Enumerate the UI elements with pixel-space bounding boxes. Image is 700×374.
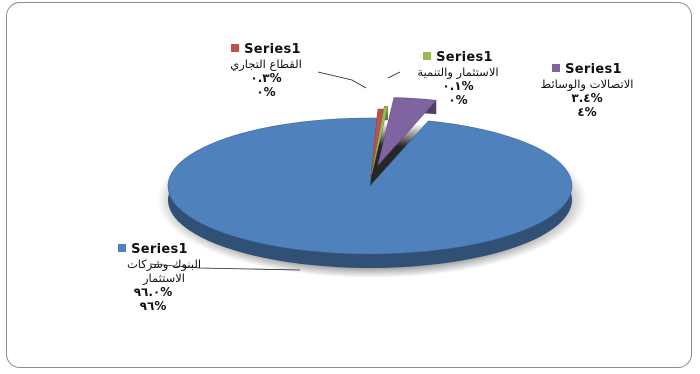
leader-line-1 <box>317 71 367 89</box>
category-2: الاستثمار والتنمية <box>417 65 499 79</box>
category-3: الاتصالات والوسائط <box>540 77 634 91</box>
category-1: القطاع التجاري <box>230 57 302 71</box>
category-0: البنوك وشركات الاستثمار <box>126 257 202 285</box>
legend-swatch-0 <box>118 244 127 252</box>
series-name-2: Series1 <box>436 50 493 65</box>
percent-3: ٤% <box>577 105 597 119</box>
legend-swatch-1 <box>231 44 240 52</box>
leader-line-0 <box>149 263 301 271</box>
legend-swatch-3 <box>552 64 561 72</box>
leader-line-2 <box>387 71 401 79</box>
pie-slice-3 <box>377 97 437 166</box>
series-name-0: Series1 <box>131 242 188 257</box>
percent-1: ٠% <box>256 85 276 99</box>
pie-slice-0 <box>167 117 573 255</box>
series-name-3: Series1 <box>565 62 622 77</box>
legend-swatch-2 <box>423 52 432 60</box>
series-name-1: Series1 <box>244 42 301 57</box>
label-slice-2: Series1 الاستثمار والتنمية ٠.١% ٠% <box>388 50 528 108</box>
label-slice-3: Series1 الاتصالات والوسائط ٣.٤% ٤% <box>512 62 662 120</box>
label-slice-1: Series1 القطاع التجاري ٠.٣% ٠% <box>196 42 336 100</box>
value-1: ٠.٣% <box>250 71 282 85</box>
value-3: ٣.٤% <box>571 91 603 105</box>
pie-slice-2 <box>371 105 389 175</box>
percent-0: ٩٦% <box>139 299 167 313</box>
label-slice-0: Series1 البنوك وشركات الاستثمار ٩٦.٠% ٩٦… <box>78 242 228 313</box>
value-2: ٠.١% <box>442 79 474 93</box>
percent-2: ٠% <box>448 93 468 107</box>
value-0: ٩٦.٠% <box>133 285 173 299</box>
